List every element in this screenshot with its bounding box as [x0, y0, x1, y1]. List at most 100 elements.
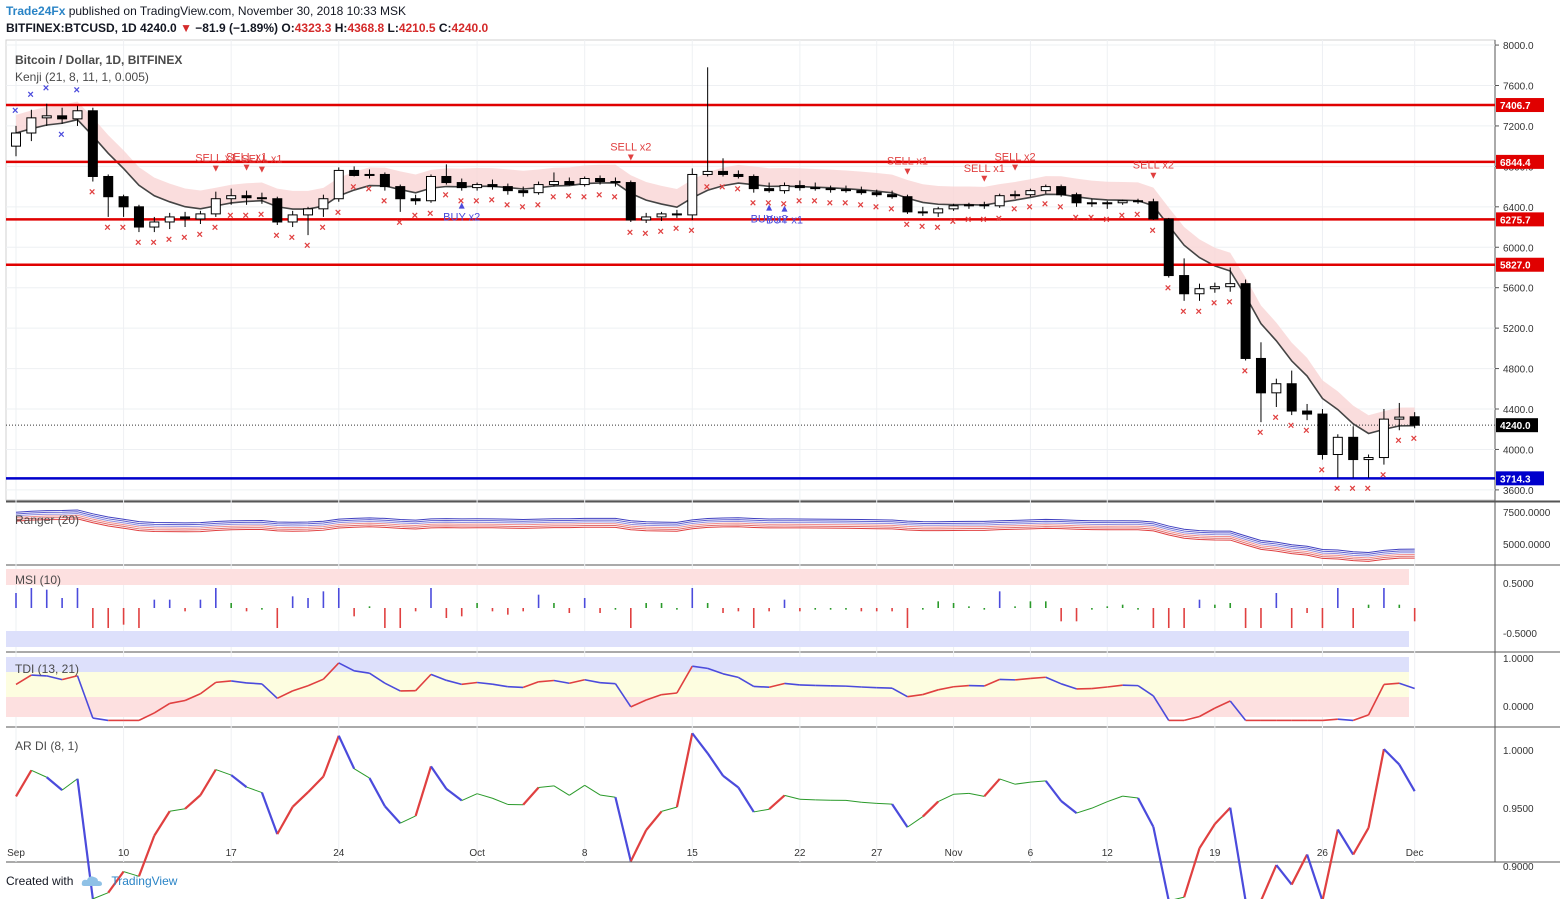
ardi-line-segment [1152, 826, 1170, 899]
signal-x-marker: × [166, 234, 172, 246]
ardi-line-segment [445, 787, 463, 802]
tdi-line-segment [676, 665, 693, 694]
candle-body [118, 196, 129, 208]
buy-arrow-icon [458, 202, 465, 209]
price-tick-label: 4400.0 [1503, 405, 1534, 416]
tdi-line-segment [369, 672, 386, 684]
tdi-line-segment [415, 673, 432, 692]
signal-x-marker: × [196, 229, 202, 241]
ardi-line-segment [661, 806, 678, 812]
candle [487, 179, 498, 190]
price-tick-label: 5200.0 [1503, 324, 1534, 335]
tradingview-link[interactable]: TradingView [111, 874, 178, 888]
signal-x-marker: × [1211, 298, 1217, 310]
msi-lower-zone [6, 631, 1409, 647]
signal-x-marker: × [243, 210, 249, 222]
ardi-line-segment [722, 774, 740, 789]
ardi-line-segment [1214, 806, 1232, 825]
candle [1225, 267, 1236, 292]
tdi-tick-label: 0.0000 [1503, 702, 1534, 713]
signal-x-marker: × [1103, 214, 1109, 226]
candle [333, 167, 344, 202]
signal-x-marker: × [289, 232, 295, 244]
tdi-line-segment [1045, 676, 1062, 685]
candle-body [718, 170, 729, 175]
time-tick-label: 6 [1028, 848, 1034, 859]
sell-arrow-icon [904, 168, 911, 175]
ardi-line-segment [246, 786, 263, 794]
candle-body [794, 185, 805, 189]
level-label: 5827.0 [1500, 261, 1531, 272]
tdi-line-segment [1214, 700, 1231, 709]
candle-body [733, 173, 744, 177]
candle-body [149, 221, 160, 228]
candle [303, 206, 314, 236]
candle-body [1056, 186, 1067, 196]
candle [1102, 200, 1113, 209]
signal-x-marker: × [12, 105, 18, 117]
candle [210, 191, 221, 217]
price-pane[interactable]: × × × × × × × × × × × × × × × × × × × × × × × × × × × × × × × × × × × × × × × ×… [6, 67, 1495, 495]
tdi-line-segment [938, 685, 954, 691]
down-arrow-icon: ▼ [180, 21, 192, 35]
tdi-line-segment [461, 681, 478, 686]
sell-arrow-icon [243, 164, 250, 171]
chart-header: Trade24Fx published on TradingView.com, … [6, 3, 488, 37]
close-label: C: [438, 21, 452, 35]
grid-lines [5, 39, 1560, 863]
ardi-line-segment [492, 797, 509, 805]
time-tick-label: 19 [1209, 848, 1221, 859]
time-tick-label: Nov [945, 848, 963, 859]
ardi-line-segment [599, 794, 616, 798]
signal-x-marker: × [857, 200, 863, 212]
tdi-line-segment [338, 662, 355, 672]
ardi-line-segment [307, 775, 325, 793]
ardi-line-segment [215, 769, 232, 776]
price-tick-label: 8000.0 [1503, 41, 1534, 52]
candle [687, 168, 698, 220]
candle-body [687, 173, 698, 216]
candle-body [256, 197, 267, 200]
signal-x-marker: × [1073, 212, 1079, 224]
level-label: 7406.7 [1500, 101, 1531, 112]
candle [379, 172, 390, 191]
tdi-line-segment [184, 693, 201, 702]
candle-body [671, 213, 682, 216]
signal-x-marker: × [934, 222, 940, 234]
candle-body [610, 181, 621, 184]
signal-x-marker: × [996, 213, 1002, 225]
tdi-line-segment [354, 670, 370, 674]
low-label: L: [387, 21, 399, 35]
tdi-line-segment [261, 683, 278, 699]
candle-body [902, 196, 913, 213]
tdi-line-segment [1322, 718, 1338, 722]
ardi-line-segment [569, 784, 585, 796]
author-name[interactable]: Trade24Fx [6, 4, 66, 18]
axes: 8000.07600.07200.06800.06400.06000.05600… [7, 41, 1551, 873]
candle-body [917, 211, 928, 214]
indicator-panes[interactable] [6, 509, 1416, 899]
signal-x-marker: × [1411, 433, 1417, 445]
signal-x-marker: × [1349, 483, 1355, 495]
ardi-line-segment [230, 774, 248, 788]
signal-x-marker: × [1026, 202, 1032, 214]
signal-x-marker: × [842, 198, 848, 210]
ardi-line-segment [645, 810, 663, 831]
signal-x-marker: × [1303, 425, 1309, 437]
signal-x-marker: × [1011, 204, 1017, 216]
candle [656, 211, 667, 221]
candle [1163, 217, 1174, 278]
ardi-line-segment [1398, 764, 1416, 792]
candle-body [133, 206, 144, 228]
created-with: Created with [6, 874, 74, 888]
candle [410, 194, 421, 205]
candle-body [11, 132, 21, 147]
candle [287, 210, 298, 228]
signal-x-marker: × [550, 192, 556, 204]
sell-signal-label: SELL x1 [964, 163, 1005, 175]
tdi-line-segment [861, 686, 877, 689]
signal-x-marker: × [1288, 420, 1294, 432]
candle-body [564, 181, 575, 186]
sell-arrow-icon [627, 154, 634, 161]
